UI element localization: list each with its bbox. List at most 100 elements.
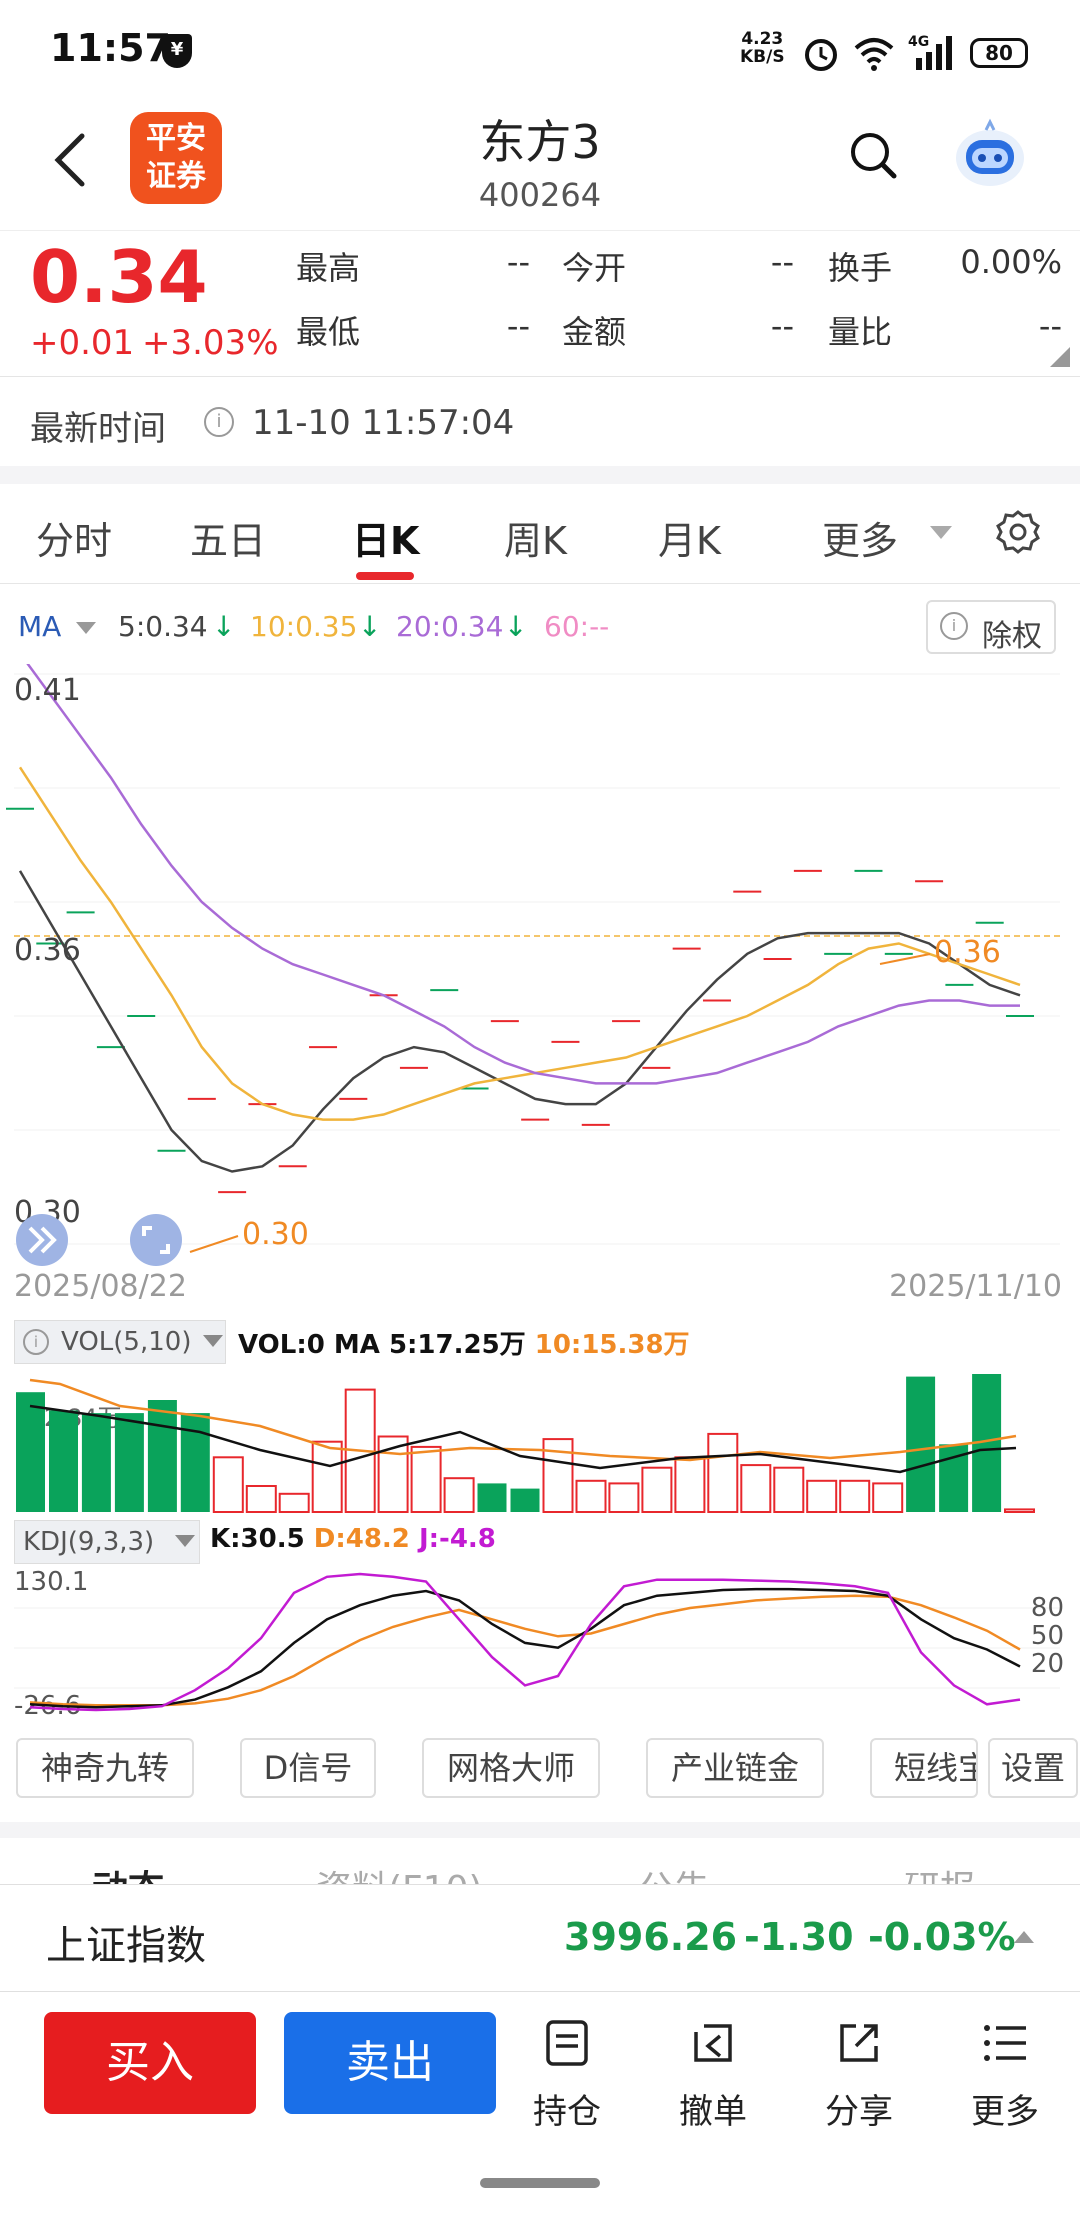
indicator-button-nine-turns[interactable]: 神奇九转 [16, 1738, 194, 1798]
vol-indicator-selector[interactable]: i VOL(5,10) [14, 1320, 226, 1364]
share-icon[interactable] [834, 2018, 884, 2068]
quote-value-open: -- [770, 243, 794, 281]
volume-bar [906, 1376, 936, 1512]
volume-bar [49, 1410, 78, 1512]
search-icon[interactable] [848, 130, 898, 180]
ma-selector[interactable]: MA [18, 610, 62, 643]
buy-button[interactable]: 买入 [44, 2012, 256, 2114]
kdj-level-50: 50 [1031, 1621, 1064, 1651]
holdings-label[interactable]: 持仓 [533, 2092, 601, 2132]
latest-time-value: 11-10 11:57:04 [252, 403, 515, 443]
info-icon: i [940, 612, 968, 640]
volume-bar [311, 1440, 343, 1513]
vol-ma10-line [29, 1378, 1017, 1462]
expand-left-icon[interactable] [16, 1214, 68, 1266]
tab-more[interactable]: 更多 [822, 519, 899, 563]
ma5-value: 5:0.34 [118, 610, 208, 643]
price-change-pct: +3.03% [142, 323, 279, 363]
home-indicator [480, 2178, 600, 2188]
index-ticker-bar[interactable]: 上证指数 3996.26 -1.30 -0.03% [0, 1884, 1080, 1992]
ma-legend-row: MA 5:0.34 ↓ 10:0.35 ↓ 20:0.34 ↓ 60:-- i … [0, 600, 1080, 660]
kdj-level-20: 20 [1031, 1649, 1064, 1679]
bottom-action-bar: 买入 卖出 持仓 撤单 分享 更多 [0, 1992, 1080, 2232]
expand-corner-icon[interactable] [1050, 347, 1070, 367]
ex-rights-button[interactable]: i 除权 [926, 600, 1056, 654]
down-arrow-icon: ↓ [504, 610, 528, 643]
volume-bar [839, 1479, 871, 1514]
index-name: 上证指数 [46, 1923, 206, 1969]
holdings-icon[interactable] [542, 2018, 592, 2068]
divider [0, 466, 1080, 484]
kline-chart[interactable]: 0.41 0.36 0.30 0.36 0.30 2025/08/22 2025… [0, 664, 1080, 1314]
indicator-button-industry-chain[interactable]: 产业链金 [646, 1738, 824, 1798]
y-mid-label: 0.36 [14, 933, 81, 968]
quote-label-low: 最低 [296, 313, 361, 351]
sell-button[interactable]: 卖出 [284, 2012, 496, 2114]
ma5-line [18, 870, 1021, 1173]
kdj-indicator-selector[interactable]: KDJ(9,3,3) [14, 1520, 200, 1564]
kdj-d-line [29, 1594, 1021, 1707]
battery-icon: 80 [970, 38, 1028, 68]
tab-weekly-k[interactable]: 周K [504, 519, 567, 563]
volume-bar [872, 1482, 904, 1514]
ma20-value: 20:0.34 [396, 610, 504, 643]
tab-daily-k[interactable]: 日K [352, 519, 420, 563]
tab-monthly-k[interactable]: 月K [658, 519, 721, 563]
index-change: -1.30 [744, 1915, 854, 1959]
ma10-line [18, 766, 1021, 1121]
cancel-order-icon[interactable] [688, 2018, 738, 2068]
volume-bar [16, 1392, 45, 1512]
robot-assistant-icon[interactable] [950, 118, 1030, 192]
last-price: 0.34 [30, 235, 208, 319]
ma10-value: 10:0.35 [250, 610, 358, 643]
fullscreen-icon[interactable] [130, 1214, 182, 1266]
kdj-j-line [29, 1572, 1021, 1712]
volume-bar [674, 1456, 706, 1514]
stock-name: 东方3 [479, 115, 601, 169]
wifi-icon [854, 38, 894, 71]
volume-bar [740, 1464, 772, 1513]
alarm-icon [805, 39, 837, 71]
indicator-button-short-term[interactable]: 短线宝 [870, 1738, 978, 1798]
quote-value-amount: -- [770, 307, 794, 345]
volume-bar [806, 1479, 838, 1514]
down-arrow-icon: ↓ [358, 610, 382, 643]
ma-dropdown-icon[interactable] [76, 622, 96, 634]
index-value: 3996.26 [564, 1915, 738, 1959]
y-max-label: 0.41 [14, 673, 81, 708]
kdj-level-80: 80 [1031, 1593, 1064, 1623]
volume-bar [641, 1466, 673, 1513]
gear-icon[interactable] [994, 508, 1042, 556]
back-arrow-icon[interactable] [50, 130, 90, 190]
more-menu-icon[interactable] [980, 2018, 1030, 2068]
volume-bar [180, 1413, 210, 1512]
active-tab-indicator [356, 572, 414, 580]
cancel-order-label[interactable]: 撤单 [679, 2092, 747, 2132]
indicator-button-grid-master[interactable]: 网格大师 [422, 1738, 600, 1798]
quote-label-open: 今开 [562, 249, 627, 287]
share-label[interactable]: 分享 [825, 2092, 893, 2132]
volume-bar [81, 1413, 111, 1512]
volume-bar [707, 1432, 739, 1513]
volume-bar [608, 1482, 640, 1514]
high-marker-label: 0.36 [934, 935, 1001, 970]
status-time: 11:57 [50, 26, 171, 70]
indicator-button-d-signal[interactable]: D信号 [240, 1738, 376, 1798]
volume-bar [278, 1492, 310, 1514]
tab-intraday[interactable]: 分时 [36, 519, 113, 563]
tab-five-day[interactable]: 五日 [190, 519, 267, 563]
latest-time-bar: 最新时间 i 11-10 11:57:04 [0, 376, 1080, 466]
volume-bar [443, 1477, 475, 1513]
kdj-top-label: 130.1 [14, 1567, 88, 1597]
kdj-k-line [29, 1587, 1021, 1709]
indicator-settings-button[interactable]: 设置 [988, 1738, 1078, 1798]
chevron-down-icon[interactable] [930, 526, 952, 539]
chevron-up-icon[interactable] [1014, 1931, 1034, 1943]
info-icon[interactable]: i [204, 407, 234, 437]
more-label[interactable]: 更多 [971, 2092, 1039, 2132]
quote-label-turnover: 换手 [828, 249, 893, 287]
quote-value-volume-ratio: -- [1038, 307, 1062, 345]
low-marker-label: 0.30 [242, 1217, 309, 1252]
stock-code: 400264 [478, 176, 602, 214]
volume-bar [575, 1479, 607, 1514]
